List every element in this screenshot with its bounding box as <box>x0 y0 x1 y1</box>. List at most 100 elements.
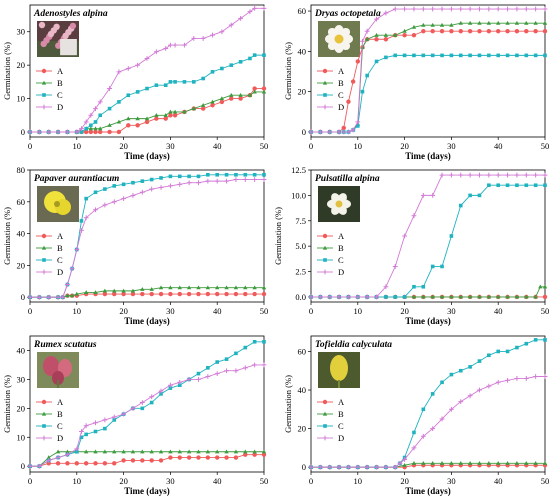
legend-label: C <box>338 421 344 431</box>
data-point <box>439 6 445 12</box>
data-point <box>393 295 398 299</box>
legend-marker <box>41 411 47 416</box>
data-point <box>524 28 529 34</box>
legend-label: B <box>57 78 63 88</box>
data-point <box>238 92 243 97</box>
y-tick-label: 40 <box>298 46 307 56</box>
data-point <box>252 5 258 11</box>
data-point <box>533 338 538 342</box>
data-point <box>163 46 169 51</box>
data-point <box>55 129 61 135</box>
data-point <box>163 112 168 117</box>
legend-label: B <box>338 78 344 88</box>
data-point <box>542 374 548 379</box>
x-tick-label: 0 <box>28 306 32 316</box>
legend-entry: B <box>317 409 344 419</box>
data-point <box>243 345 248 350</box>
data-point <box>262 53 266 57</box>
data-point <box>233 368 239 374</box>
data-point <box>261 449 267 454</box>
series-D <box>27 5 267 135</box>
data-point <box>116 69 122 75</box>
data-point <box>140 449 145 454</box>
data-point <box>411 461 417 465</box>
data-point <box>346 129 351 135</box>
y-axis-label: Germination (%) <box>273 207 283 265</box>
legend-entry: C <box>36 421 63 431</box>
legend-marker <box>42 258 46 262</box>
data-point <box>383 10 389 16</box>
data-point <box>93 429 98 434</box>
data-point <box>421 28 426 34</box>
data-point <box>402 295 407 299</box>
data-point <box>200 36 206 41</box>
data-point <box>168 382 173 388</box>
data-point <box>439 461 445 465</box>
y-tick-label: 20 <box>17 60 26 70</box>
y-axis-label: Germination (%) <box>2 375 12 433</box>
legend-marker <box>42 424 46 428</box>
data-point <box>238 96 243 101</box>
data-point <box>74 446 80 452</box>
data-point <box>88 129 94 135</box>
data-point <box>93 207 98 213</box>
y-tick-label: 60 <box>298 6 307 16</box>
data-point <box>524 294 529 299</box>
data-point <box>252 53 257 57</box>
x-tick-label: 10 <box>73 141 82 151</box>
data-point <box>487 183 491 188</box>
data-point <box>65 293 70 298</box>
data-point <box>261 89 267 94</box>
data-point <box>219 29 225 35</box>
legend-label: C <box>57 90 63 100</box>
data-point <box>458 294 463 299</box>
data-point <box>149 458 154 463</box>
data-point <box>121 291 126 297</box>
data-point <box>196 449 201 454</box>
data-point <box>430 264 435 269</box>
data-point <box>210 99 215 104</box>
data-point <box>467 6 473 12</box>
data-point <box>252 177 258 182</box>
data-point <box>467 172 473 178</box>
x-tick-label: 30 <box>166 306 175 316</box>
legend-label: A <box>57 66 64 76</box>
y-tick-label: 60 <box>298 346 307 356</box>
data-point <box>79 219 84 223</box>
data-point <box>336 129 342 135</box>
legend-marker <box>41 80 47 85</box>
data-point <box>102 461 108 466</box>
data-point <box>168 183 173 189</box>
data-point <box>374 59 379 64</box>
x-tick-label: 40 <box>494 306 503 316</box>
legend-label: C <box>57 421 63 431</box>
legend-marker <box>323 258 327 262</box>
legend-entry: D <box>317 102 344 112</box>
legend-label: A <box>338 66 345 76</box>
data-point <box>186 449 192 454</box>
data-point <box>238 60 243 64</box>
legend-marker <box>322 399 328 405</box>
data-point <box>252 362 258 368</box>
data-point <box>196 180 201 186</box>
data-point <box>159 392 163 396</box>
data-point <box>144 116 150 121</box>
data-point <box>486 172 492 178</box>
data-point <box>93 120 98 124</box>
data-point <box>458 368 463 373</box>
data-point <box>514 20 520 25</box>
x-tick-label: 50 <box>541 141 550 151</box>
data-point <box>421 294 426 299</box>
data-point <box>495 172 501 178</box>
data-point <box>215 285 220 290</box>
data-point <box>116 129 122 135</box>
red-seed-pod-photo <box>37 352 79 388</box>
data-point <box>449 372 454 377</box>
data-point <box>205 455 211 460</box>
data-point <box>402 457 407 462</box>
data-point <box>514 376 520 381</box>
data-point <box>458 399 464 404</box>
data-point <box>158 458 164 463</box>
data-point <box>523 172 529 178</box>
data-point <box>449 294 454 299</box>
